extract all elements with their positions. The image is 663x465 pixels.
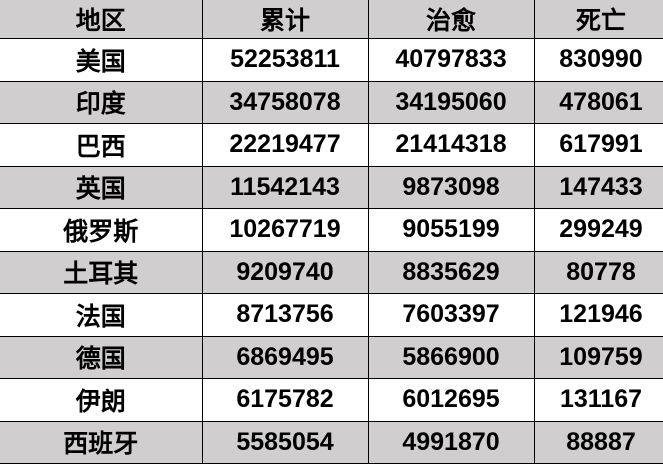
cell-recovered[interactable]: 4991870 [367,420,535,464]
cell-total[interactable]: 5585054 [201,420,369,464]
header-recovered[interactable]: 治愈 [367,0,535,39]
cell-region[interactable]: 伊朗 [0,378,203,422]
cell-deaths[interactable]: 617991 [533,123,663,167]
cell-recovered[interactable]: 7603397 [367,293,535,337]
cell-total[interactable]: 11542143 [201,165,369,209]
header-total[interactable]: 累计 [201,0,369,39]
cell-region[interactable]: 英国 [0,165,203,209]
cell-region[interactable]: 法国 [0,293,203,337]
table-row: 土耳其 9209740 8835629 80778 [0,250,663,294]
table-row: 俄罗斯 10267719 9055199 299249 [0,208,663,252]
table-row: 印度 34758078 34195060 478061 [0,80,663,124]
cell-total[interactable]: 6869495 [201,335,369,379]
cell-region[interactable]: 西班牙 [0,420,203,464]
cell-recovered[interactable]: 5866900 [367,335,535,379]
cell-recovered[interactable]: 40797833 [367,38,535,82]
cell-region[interactable]: 德国 [0,335,203,379]
cell-recovered[interactable]: 8835629 [367,250,535,294]
cell-total[interactable]: 10267719 [201,208,369,252]
cell-deaths[interactable]: 121946 [533,293,663,337]
cell-total[interactable]: 9209740 [201,250,369,294]
cell-total[interactable]: 22219477 [201,123,369,167]
cell-region[interactable]: 土耳其 [0,250,203,294]
table-row: 伊朗 6175782 6012695 131167 [0,378,663,422]
cell-deaths[interactable]: 80778 [533,250,663,294]
table-row: 英国 11542143 9873098 147433 [0,165,663,209]
table-row: 美国 52253811 40797833 830990 [0,38,663,82]
cell-recovered[interactable]: 6012695 [367,378,535,422]
cell-deaths[interactable]: 109759 [533,335,663,379]
header-deaths[interactable]: 死亡 [533,0,663,39]
cell-region[interactable]: 美国 [0,38,203,82]
cell-recovered[interactable]: 21414318 [367,123,535,167]
cell-region[interactable]: 印度 [0,80,203,124]
cell-recovered[interactable]: 9055199 [367,208,535,252]
table-row: 西班牙 5585054 4991870 88887 [0,420,663,464]
header-row: 地区 累计 治愈 死亡 [0,0,663,39]
cell-recovered[interactable]: 34195060 [367,80,535,124]
cell-deaths[interactable]: 88887 [533,420,663,464]
cell-deaths[interactable]: 147433 [533,165,663,209]
table-row: 巴西 22219477 21414318 617991 [0,123,663,167]
cell-total[interactable]: 6175782 [201,378,369,422]
cell-region[interactable]: 俄罗斯 [0,208,203,252]
cell-deaths[interactable]: 299249 [533,208,663,252]
cell-recovered[interactable]: 9873098 [367,165,535,209]
cell-total[interactable]: 34758078 [201,80,369,124]
cell-total[interactable]: 52253811 [201,38,369,82]
cell-deaths[interactable]: 131167 [533,378,663,422]
header-region[interactable]: 地区 [0,0,203,39]
cell-region[interactable]: 巴西 [0,123,203,167]
table-row: 德国 6869495 5866900 109759 [0,335,663,379]
cell-total[interactable]: 8713756 [201,293,369,337]
cell-deaths[interactable]: 478061 [533,80,663,124]
cell-deaths[interactable]: 830990 [533,38,663,82]
table-row: 法国 8713756 7603397 121946 [0,293,663,337]
